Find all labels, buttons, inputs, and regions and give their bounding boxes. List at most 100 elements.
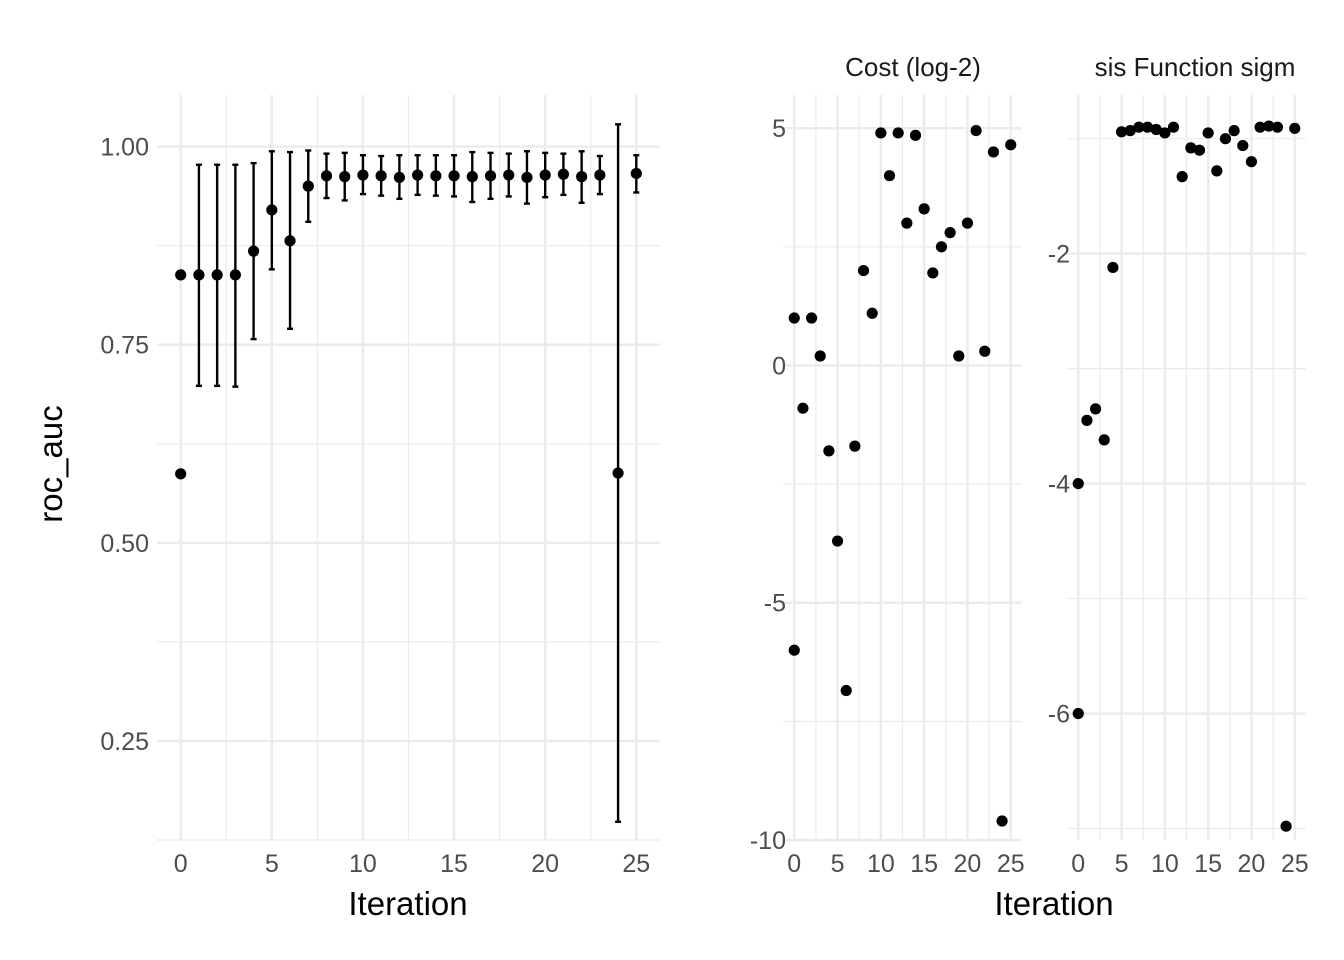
cost-data-point	[909, 129, 922, 141]
panel-cost-strip-title: Cost (log-2)	[845, 52, 981, 82]
basis-function-data-point	[1211, 165, 1223, 177]
basis-function-data-point	[1133, 121, 1145, 133]
panel-roc-auc-ticks: 0 5 10 15 20 25 0.25 0.50 0.75 1.00	[100, 134, 650, 878]
panel-basis-function-strip-title: sis Function sigm	[1095, 52, 1296, 82]
basis-function-data-point	[1219, 133, 1232, 145]
roc-auc-y-tick-label: 0.75	[100, 332, 149, 360]
cost-data-point	[935, 241, 948, 253]
cost-data-point	[788, 644, 800, 656]
basis-function-x-tick-label: 25	[1281, 850, 1309, 878]
panel-basis-function: 0 5 10 15 20 25 -6 -4 -2 sis Function sigm	[1048, 52, 1309, 878]
roc-auc-data-point	[630, 167, 642, 180]
roc-auc-data-point	[503, 169, 515, 181]
cost-data-point	[857, 264, 870, 277]
roc-auc-data-point	[266, 204, 278, 216]
cost-x-tick-label: 10	[867, 850, 895, 878]
cost-data-point	[961, 217, 974, 229]
cost-y-tick-label: -10	[750, 827, 786, 855]
basis-function-x-tick-label: 10	[1151, 850, 1179, 878]
basis-function-data-point	[1150, 123, 1162, 136]
roc-auc-data-point	[412, 169, 424, 181]
basis-function-data-point	[1141, 121, 1154, 133]
cost-data-point	[979, 345, 991, 357]
roc-auc-data-point	[484, 170, 497, 182]
cost-y-tick-label: -5	[764, 590, 786, 618]
roc-auc-data-point	[247, 245, 260, 257]
basis-function-data-point	[1245, 156, 1258, 168]
basis-function-data-point	[1280, 820, 1292, 832]
roc-auc-data-point	[211, 269, 223, 281]
panel-cost-grid	[783, 95, 1022, 842]
basis-function-data-point	[1263, 120, 1275, 132]
basis-function-y-tick-label: -6	[1048, 701, 1070, 729]
cost-data-point	[953, 350, 965, 362]
panel-cost-marks	[788, 124, 1017, 827]
panel-basis-function-ticks: 0 5 10 15 20 25 -6 -4 -2	[1048, 241, 1309, 878]
basis-function-data-point	[1228, 125, 1240, 137]
roc-auc-y-tick-label: 1.00	[100, 134, 149, 162]
cost-data-point	[987, 146, 1000, 158]
panel-basis-function-marks	[1072, 120, 1301, 832]
basis-function-data-point	[1271, 121, 1284, 133]
roc-auc-data-point	[466, 171, 478, 183]
panel-cost-ticks: 0 5 10 15 20 25 -10 -5 0 5	[750, 115, 1025, 878]
cost-data-point	[901, 217, 913, 229]
cost-x-tick-label: 15	[910, 850, 938, 878]
roc-auc-data-point	[320, 170, 333, 182]
cost-data-point	[1005, 139, 1017, 151]
cost-y-tick-label: 0	[772, 352, 786, 380]
roc-auc-x-tick-label: 0	[174, 850, 188, 878]
right-panels-x-axis-title: Iteration	[994, 885, 1113, 922]
panel-roc-auc-marks	[175, 123, 642, 823]
roc-auc-data-point	[357, 169, 369, 181]
roc-auc-data-point	[284, 235, 296, 247]
basis-function-y-tick-label: -4	[1048, 471, 1070, 499]
cost-x-tick-label: 25	[997, 850, 1025, 878]
cost-data-point	[918, 203, 930, 215]
basis-function-data-point	[1167, 121, 1180, 133]
basis-function-data-point	[1159, 127, 1171, 139]
cost-data-point	[927, 267, 939, 279]
cost-data-point	[866, 307, 878, 319]
roc-auc-x-tick-label: 10	[349, 850, 377, 878]
cost-data-point	[788, 312, 800, 324]
roc-auc-data-point	[339, 171, 351, 183]
roc-auc-x-tick-label: 15	[440, 850, 468, 878]
roc-auc-data-point	[302, 180, 314, 192]
panel-roc-auc: 0 5 10 15 20 25 0.25 0.50 0.75 1.00 Iteration roc…	[32, 95, 660, 922]
roc-auc-data-point	[594, 169, 606, 181]
basis-function-data-point	[1176, 171, 1188, 183]
roc-auc-data-point	[521, 171, 533, 184]
basis-function-data-point	[1237, 139, 1249, 152]
basis-function-data-point	[1185, 142, 1197, 154]
basis-function-y-tick-label: -2	[1048, 241, 1070, 269]
cost-data-point	[944, 227, 956, 239]
cost-y-tick-label: 5	[772, 115, 786, 143]
cost-data-point	[970, 124, 982, 137]
roc-auc-data-point	[193, 269, 205, 281]
roc-auc-data-point	[229, 269, 241, 281]
roc-auc-x-tick-label: 5	[265, 850, 279, 878]
basis-function-data-point	[1115, 126, 1128, 138]
basis-function-data-point	[1081, 414, 1093, 426]
roc-auc-data-point	[393, 171, 405, 184]
cost-data-point	[814, 350, 826, 362]
cost-x-tick-label: 20	[954, 850, 982, 878]
cost-x-tick-label: 0	[787, 850, 801, 878]
roc-auc-x-tick-label: 25	[622, 850, 650, 878]
roc-auc-data-point	[539, 169, 551, 181]
basis-function-data-point	[1289, 122, 1301, 134]
roc-auc-data-point	[612, 467, 624, 479]
basis-function-x-tick-label: 20	[1238, 850, 1266, 878]
cost-data-point	[875, 127, 887, 139]
basis-function-x-tick-label: 15	[1194, 850, 1222, 878]
roc-auc-y-tick-label: 0.50	[100, 530, 149, 558]
panel-basis-function-grid	[1067, 95, 1306, 840]
cost-data-point	[823, 445, 835, 457]
cost-data-point	[831, 535, 844, 547]
basis-function-data-point	[1193, 144, 1206, 156]
basis-function-data-point	[1107, 261, 1119, 274]
cost-x-tick-label: 5	[831, 850, 845, 878]
basis-function-data-point	[1072, 707, 1084, 720]
